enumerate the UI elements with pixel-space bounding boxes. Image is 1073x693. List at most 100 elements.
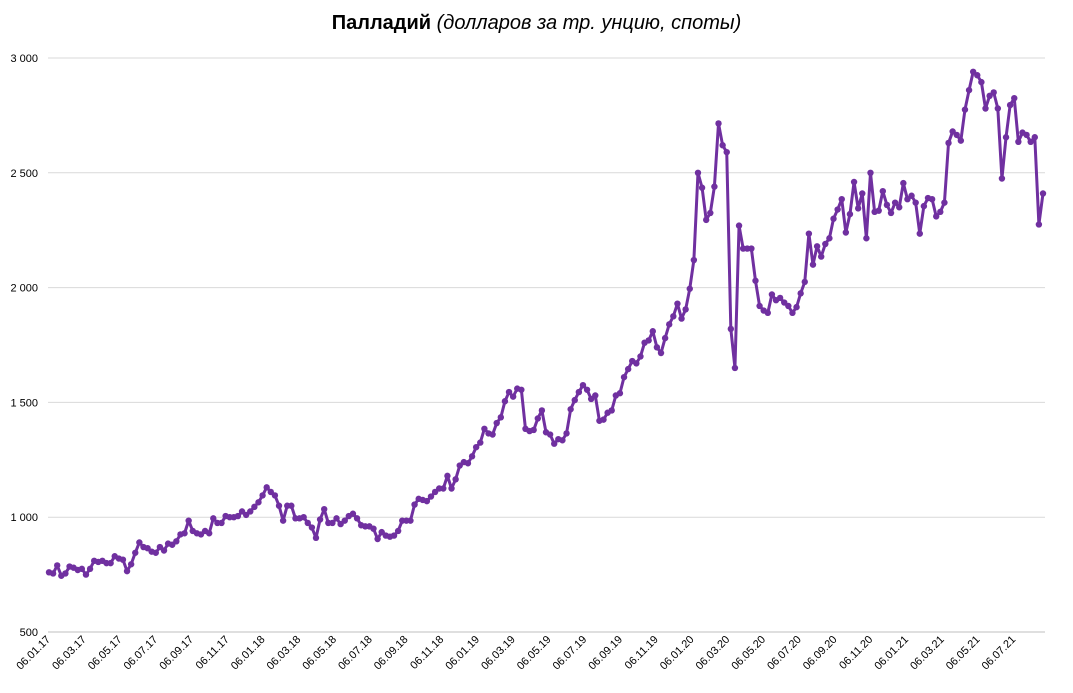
data-point [394,527,402,535]
x-tick-label: 06.11.19 [623,634,661,672]
y-tick-label: 3 000 [10,53,38,65]
data-point [916,230,923,237]
data-point [920,202,928,210]
data-point [127,561,135,568]
chart-title-subtitle: (долларов за тр. унцию, споты) [436,12,742,34]
data-point [571,396,578,404]
data-point [304,519,311,527]
data-point [448,485,455,492]
data-point [411,501,418,508]
data-point [263,484,270,491]
data-point [994,105,1002,112]
series-line [47,70,1045,578]
data-point [797,290,804,297]
data-point [768,291,776,298]
x-tick-label: 06.05.19 [515,634,554,673]
data-point [945,139,952,147]
data-point [801,278,808,286]
data-point [965,86,973,94]
data-point [748,245,755,252]
data-point [181,530,188,537]
data-point [624,365,632,373]
data-point [160,547,168,554]
data-point [489,431,496,438]
data-point [54,562,61,569]
data-point [854,205,862,212]
data-point [702,216,710,224]
data-point [472,443,480,451]
data-point [534,415,541,422]
data-point [875,207,882,214]
data-point [879,187,887,195]
data-point [957,137,965,144]
data-point [694,169,702,176]
data-point [859,190,866,197]
x-tick-label: 06.01.19 [443,634,482,673]
data-point [698,184,706,191]
data-point [341,517,348,524]
x-tick-label: 06.05.18 [300,634,339,673]
data-point [711,183,718,190]
data-point [370,525,377,532]
data-point [1002,134,1010,141]
data-point [678,315,685,322]
data-point [616,390,624,397]
x-tick-label: 06.09.20 [801,634,840,673]
data-point [842,229,850,236]
data-point [731,364,739,372]
y-tick-label: 500 [20,627,38,639]
data-point [637,353,644,360]
data-point [1035,221,1043,228]
data-point [764,309,771,317]
data-point [152,549,159,556]
data-point [785,302,792,310]
data-point [846,210,854,218]
data-point [933,213,940,220]
data-point [883,201,891,209]
data-point [185,517,192,524]
data-point [653,344,661,351]
data-point [661,334,669,342]
data-point [374,535,381,543]
data-point [497,414,505,421]
data-point [666,321,673,328]
chart-title-main: Палладий [331,12,432,34]
data-point [493,419,500,427]
data-point [1006,101,1014,109]
data-point [563,430,570,437]
data-point [546,431,554,438]
data-point [867,169,874,176]
x-tick-label: 06.03.21 [908,634,947,673]
data-point [308,524,316,531]
data-point [444,472,451,480]
data-point [423,497,431,505]
data-point [707,209,714,217]
data-point [259,492,266,499]
x-tick-label: 06.05.20 [729,634,768,673]
data-point [501,398,509,405]
data-point [82,571,90,578]
x-tick-label: 06.03.20 [694,634,733,673]
data-point [789,309,796,317]
data-point [953,131,960,139]
data-point [288,502,295,509]
data-point [826,235,833,242]
x-tick-label: 06.09.19 [586,634,625,673]
data-point [275,502,283,509]
y-tick-label: 1 000 [10,512,38,524]
data-point [896,204,903,211]
data-point [813,243,821,250]
data-point [173,538,180,545]
x-tick-label: 06.03.19 [479,634,518,673]
data-point [247,508,254,515]
data-point [321,505,328,513]
grid-layer [48,57,1045,633]
data-point [218,519,225,527]
data-point [427,493,435,500]
data-point [908,192,915,199]
data-point [333,515,340,522]
data-point [279,517,287,524]
data-point [559,437,566,444]
data-point [863,235,870,242]
